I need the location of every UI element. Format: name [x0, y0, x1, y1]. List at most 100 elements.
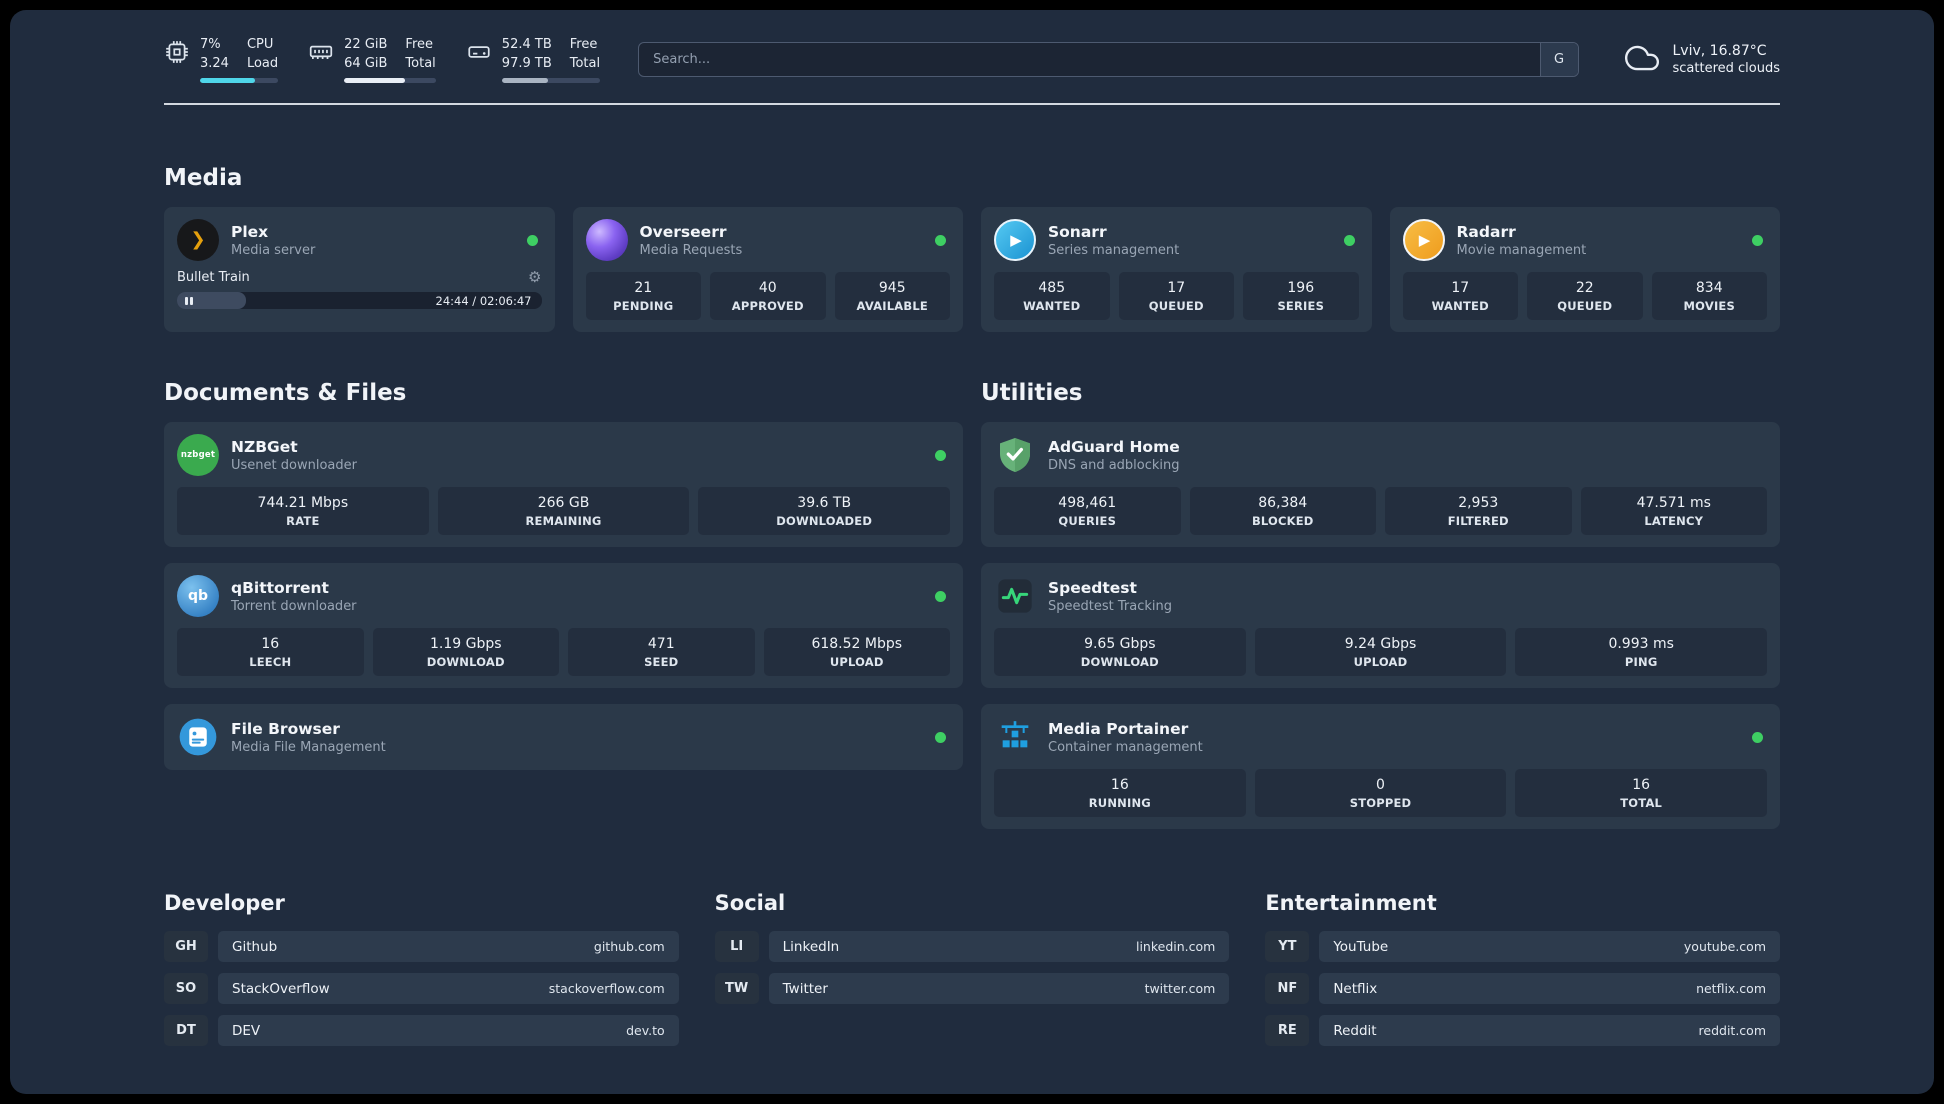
status-dot [1343, 234, 1355, 246]
disk-label-2: Total [569, 55, 601, 71]
bookmark-group-developer: Developer GH Github github.com SO StackO… [164, 891, 679, 1047]
gear-icon[interactable]: ⚙ [528, 268, 542, 287]
playback-progress-bar[interactable]: 24:44 / 02:06:47 [177, 292, 542, 310]
bookmark-github[interactable]: GH Github github.com [164, 931, 679, 963]
dashboard-root: 7% CPU 3.24 Load [10, 10, 1934, 1094]
cloud-icon [1623, 39, 1661, 81]
stat-leech: 16 LEECH [177, 628, 364, 677]
cpu-label-2: Load [246, 55, 279, 71]
stat-wanted: 17 WANTED [1402, 272, 1518, 321]
stat-available: 945 AVAILABLE [834, 272, 950, 321]
bookmark-stackoverflow[interactable]: SO StackOverflow stackoverflow.com [164, 973, 679, 1005]
bookmark-linkedin[interactable]: LI LinkedIn linkedin.com [714, 931, 1230, 963]
bookmark-abbr: RE [1265, 1015, 1310, 1047]
memory-icon [308, 39, 334, 65]
bookmark-dev[interactable]: DT DEV dev.to [164, 1015, 679, 1047]
status-dot [935, 590, 946, 602]
bookmark-url: netflix.com [1696, 981, 1766, 997]
stat-queued: 17 QUEUED [1118, 272, 1234, 321]
app-name-adguard: AdGuard Home [1048, 437, 1180, 456]
status-dot [935, 449, 946, 461]
stat-movies: 834 MOVIES [1651, 272, 1767, 321]
bookmark-abbr: NF [1265, 973, 1310, 1005]
app-card-filebrowser[interactable]: File Browser Media File Management [164, 704, 963, 771]
app-card-nzbget[interactable]: nzbget NZBGet Usenet downloader 744.21 M… [164, 422, 963, 548]
stat-running: 16 RUNNING [994, 769, 1246, 818]
app-card-portainer[interactable]: Media Portainer Container management 16 … [981, 704, 1780, 830]
disk-bar [501, 78, 601, 84]
section-title-utilities: Utilities [981, 380, 1083, 407]
bookmark-abbr: YT [1265, 931, 1310, 963]
weather-location: Lviv, 16.87°C [1672, 43, 1767, 60]
cpu-chip-icon [164, 39, 190, 65]
bookmark-name: LinkedIn [782, 938, 840, 955]
app-card-plex[interactable]: ❯ Plex Media server Bullet Train ⚙ [164, 207, 555, 333]
disk-widget: 52.4 TB Free 97.9 TB Total [466, 36, 601, 84]
app-card-sonarr[interactable]: ▶ Sonarr Series management 485 WANTED [981, 207, 1372, 333]
speedtest-icon [994, 575, 1036, 617]
app-name-sonarr: Sonarr [1048, 222, 1107, 241]
cpu-bar-fill [200, 78, 255, 84]
app-name-plex: Plex [231, 222, 269, 241]
overseerr-icon [585, 219, 628, 262]
bookmark-group-title: Social [714, 891, 786, 916]
stat-filtered: 2,953 FILTERED [1385, 487, 1572, 536]
app-desc-filebrowser: Media File Management [231, 739, 386, 755]
bookmark-abbr: DT [164, 1015, 208, 1047]
app-card-qbittorrent[interactable]: qb qBittorrent Torrent downloader 16 [164, 563, 963, 689]
disk-free: 52.4 TB [501, 37, 552, 52]
playback-time: 24:44 / 02:06:47 [435, 293, 532, 308]
stat-blocked: 86,384 BLOCKED [1189, 487, 1376, 536]
bookmark-netflix[interactable]: NF Netflix netflix.com [1265, 973, 1780, 1005]
bookmark-url: github.com [593, 939, 665, 955]
bookmark-name: DEV [232, 1022, 261, 1039]
bookmark-youtube[interactable]: YT YouTube youtube.com [1265, 931, 1780, 963]
bookmark-twitter[interactable]: TW Twitter twitter.com [714, 973, 1230, 1005]
app-card-adguard[interactable]: AdGuard Home DNS and adblocking 498,461 … [981, 422, 1780, 548]
app-card-speedtest[interactable]: Speedtest Speedtest Tracking 9.65 Gbps D… [981, 563, 1780, 689]
sonarr-icon: ▶ [994, 219, 1036, 262]
filebrowser-icon [177, 716, 219, 758]
weather-condition: scattered clouds [1672, 61, 1781, 77]
bookmark-group-title: Developer [164, 891, 285, 916]
bookmark-group-title: Entertainment [1265, 891, 1437, 916]
app-card-radarr[interactable]: ▶ Radarr Movie management 17 WANTED [1389, 207, 1780, 333]
stat-download: 1.19 Gbps DOWNLOAD [372, 628, 559, 677]
cpu-label-1: CPU [246, 37, 274, 52]
app-card-overseerr[interactable]: Overseerr Media Requests 21 PENDING 40 A… [572, 207, 963, 333]
app-desc-portainer: Container management [1048, 739, 1203, 755]
topbar: 7% CPU 3.24 Load [164, 36, 1781, 84]
app-desc-adguard: DNS and adblocking [1048, 457, 1180, 473]
qbittorrent-logo-text: qb [187, 588, 209, 605]
plex-now-playing: Bullet Train ⚙ 24:44 / 02:06:47 [177, 268, 542, 310]
stat-download: 9.65 Gbps DOWNLOAD [994, 628, 1246, 677]
search-input[interactable] [638, 42, 1579, 78]
ram-bar [344, 78, 436, 84]
bookmark-name: Netflix [1333, 980, 1378, 997]
stat-series: 196 SERIES [1243, 272, 1359, 321]
bookmark-reddit[interactable]: RE Reddit reddit.com [1265, 1015, 1780, 1047]
app-name-filebrowser: File Browser [231, 719, 340, 738]
bookmark-url: dev.to [626, 1023, 665, 1039]
app-name-speedtest: Speedtest [1048, 578, 1137, 597]
status-dot [1752, 234, 1763, 246]
app-desc-qbittorrent: Torrent downloader [231, 598, 357, 614]
disk-bar-fill [501, 78, 548, 84]
stat-approved: 40 APPROVED [710, 272, 826, 321]
status-dot [526, 234, 538, 246]
pause-icon[interactable] [185, 296, 193, 305]
ram-widget: 22 GiB Free 64 GiB Total [308, 36, 436, 84]
bookmark-abbr: GH [164, 931, 208, 963]
bookmark-name: Twitter [782, 980, 828, 997]
cpu-bar [200, 78, 279, 84]
plex-icon: ❯ [177, 219, 219, 262]
radarr-icon: ▶ [1402, 219, 1445, 262]
stat-rate: 744.21 Mbps RATE [177, 487, 429, 536]
app-name-qbittorrent: qBittorrent [231, 578, 329, 597]
app-name-radarr: Radarr [1456, 222, 1516, 241]
now-playing-title: Bullet Train [177, 270, 250, 286]
search-engine-button[interactable]: G [1539, 43, 1578, 77]
app-desc-plex: Media server [231, 242, 316, 258]
bookmark-url: stackoverflow.com [548, 981, 665, 997]
bookmark-abbr: SO [164, 973, 208, 1005]
